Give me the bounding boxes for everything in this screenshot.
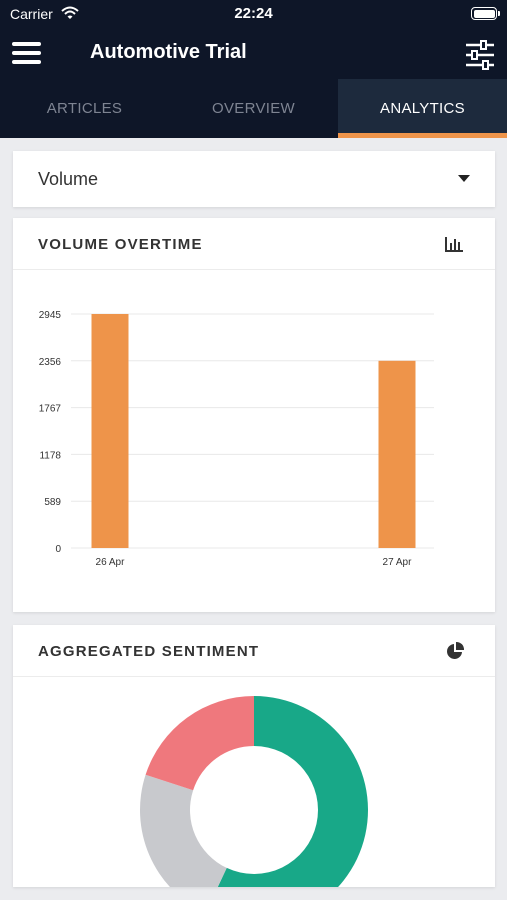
volume-card-title: VOLUME OVERTIME [38, 236, 203, 253]
menu-button[interactable] [12, 40, 42, 66]
y-tick-label: 1767 [39, 404, 62, 415]
active-tab-indicator [338, 133, 507, 138]
top-bar: Carrier 22:24 Automotive Trial ARTICLES … [0, 0, 507, 138]
aggregated-sentiment-card: AGGREGATED SENTIMENT [13, 625, 495, 887]
page-title: Automotive Trial [90, 41, 247, 63]
volume-overtime-card: VOLUME OVERTIME 0 589 1178 1767 2356 2945 26 A… [13, 218, 495, 612]
donut-slice[interactable] [205, 696, 368, 887]
x-tick-label: 27 Apr [383, 557, 413, 568]
bar[interactable] [378, 360, 416, 548]
x-tick-label: 26 Apr [96, 557, 126, 568]
y-tick-label: 2945 [39, 310, 62, 321]
y-tick-label: 2356 [39, 357, 62, 368]
wifi-icon [61, 6, 79, 19]
pie-chart-icon[interactable] [445, 641, 465, 661]
y-tick-label: 1178 [39, 450, 61, 461]
y-tick-label: 589 [44, 497, 61, 508]
y-tick-label: 0 [55, 544, 61, 555]
filter-settings-button[interactable] [464, 40, 496, 70]
carrier-label: Carrier [10, 6, 53, 22]
metric-dropdown-value: Volume [38, 169, 99, 189]
volume-bar-chart: 0 589 1178 1767 2356 2945 26 Apr 27 Apr [39, 310, 434, 568]
bar-chart-icon[interactable] [444, 234, 464, 254]
sentiment-card-header: AGGREGATED SENTIMENT [13, 625, 495, 677]
tab-overview[interactable]: OVERVIEW [212, 100, 295, 117]
donut-slice[interactable] [140, 774, 227, 887]
tab-bar: ARTICLES OVERVIEW ANALYTICS [0, 79, 507, 138]
battery-icon [471, 7, 500, 20]
metric-dropdown[interactable]: Volume [13, 151, 495, 207]
tab-articles[interactable]: ARTICLES [46, 100, 123, 117]
clock: 22:24 [234, 5, 273, 22]
tab-analytics[interactable]: ANALYTICS [338, 79, 507, 138]
donut-slice[interactable] [145, 696, 254, 791]
bar[interactable] [91, 314, 129, 548]
status-bar: Carrier 22:24 [0, 0, 507, 28]
sentiment-card-title: AGGREGATED SENTIMENT [38, 643, 260, 660]
volume-card-header: VOLUME OVERTIME [13, 218, 495, 270]
sentiment-donut-chart [140, 696, 368, 887]
caret-down-icon [458, 175, 470, 182]
